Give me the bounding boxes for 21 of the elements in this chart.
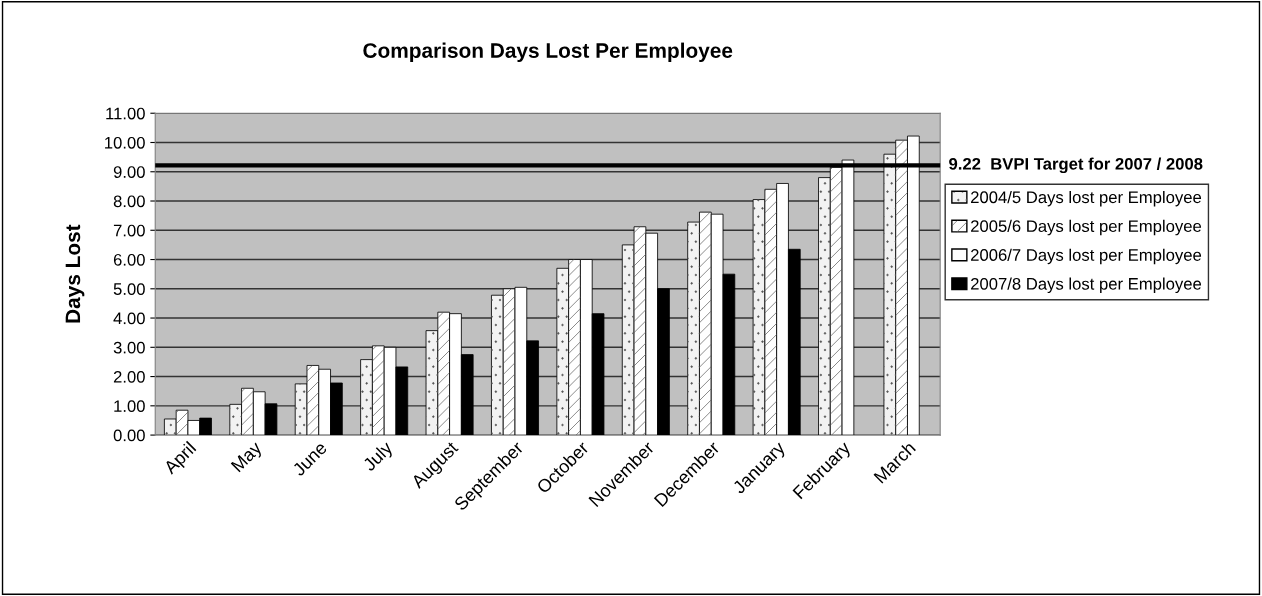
y-tick-label: 1.00 bbox=[114, 400, 145, 413]
y-tick-label: 4.00 bbox=[113, 312, 145, 325]
y-tick-label: 11.00 bbox=[106, 107, 145, 120]
y-tick-label: 9.00 bbox=[113, 166, 145, 178]
legend-label: 2005/6 Days lost per Employee bbox=[971, 219, 1202, 236]
x-tick-label: May bbox=[230, 440, 266, 475]
y-tick-label: 3.00 bbox=[113, 341, 145, 354]
y-tick-label: 2.00 bbox=[113, 370, 145, 383]
y-tick-label: 10.00 bbox=[105, 136, 145, 149]
y-tick-label: 0.00 bbox=[113, 429, 145, 442]
y-tick-label: 5.00 bbox=[113, 283, 145, 295]
y-tick-label: 6.00 bbox=[113, 253, 145, 266]
chart-title: Comparison Days Lost Per Employee bbox=[363, 42, 733, 63]
y-tick-label: 7.00 bbox=[113, 224, 145, 237]
y-axis-title: Days Lost bbox=[65, 224, 85, 323]
ref-line-label: 9.22 BVPI Target for 2007 / 2008 bbox=[949, 157, 1203, 174]
legend-label: 2004/5 Days lost per Employee bbox=[971, 190, 1202, 207]
x-tick-label: July bbox=[361, 439, 397, 475]
legend-label: 2007/8 Days lost per Employee bbox=[971, 277, 1202, 294]
y-tick-label: 8.00 bbox=[113, 195, 145, 208]
legend-label: 2006/7 Days lost per Employee bbox=[971, 248, 1202, 265]
